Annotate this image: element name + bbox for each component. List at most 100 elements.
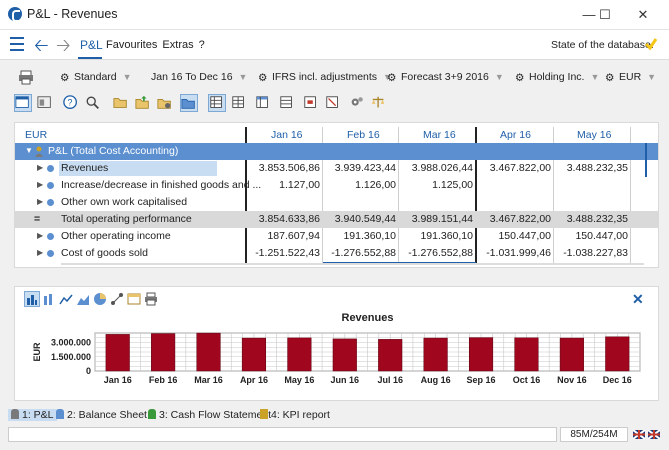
printer-icon[interactable] [18,70,34,85]
minimize-button[interactable]: — [582,7,596,22]
filter-period[interactable]: Jan 16 To Dec 16 ▼ [151,71,248,83]
cell-value[interactable]: 191.360,10 [420,230,473,242]
line-chart-icon[interactable] [59,292,73,306]
filter-scenario[interactable]: ⚙ Forecast 3+9 2016 ▼ [387,71,504,84]
back-arrow-icon[interactable]: 🡠 [34,35,49,55]
expand-arrow-icon[interactable]: ▶ [37,180,44,189]
grid-layout-1-icon[interactable] [208,94,226,112]
upload-folder-icon[interactable] [134,94,152,112]
cell-value[interactable]: 3.488.232,35 [566,162,628,174]
group-label: P&L (Total Cost Accounting) [48,145,179,157]
cell-value[interactable]: -1.031.999,46 [486,247,551,259]
total-row[interactable]: = Total operating performance 3.854.633,… [15,211,658,228]
grid-layout-3-icon[interactable] [254,94,272,112]
cell-value[interactable]: 187.607,94 [267,230,320,242]
column-header[interactable]: Feb 16 [347,129,380,141]
menu-favourites[interactable]: Favourites [106,39,158,51]
expand-arrow-icon[interactable]: ▶ [37,248,44,257]
expand-arrow-icon[interactable]: ▶ [37,231,44,240]
flag-uk-alt-icon[interactable] [648,430,660,439]
expand-arrow-icon[interactable]: ▶ [37,197,44,206]
expand-arrow-icon[interactable]: ▶ [37,163,44,172]
tab-balance-sheet[interactable]: 2: Balance Sheet [56,409,147,421]
flag-uk-icon[interactable] [633,430,645,439]
column-divider [245,127,247,265]
settings-gear-icon[interactable] [348,94,366,112]
area-chart-icon[interactable] [76,292,90,306]
cell-value[interactable]: 1.127,00 [279,179,320,191]
report-view-icon[interactable] [36,94,54,112]
y-axis-label: EUR [32,342,42,362]
cell-value[interactable]: 3.488.232,35 [566,213,628,225]
column-divider [630,127,631,265]
print-chart-icon[interactable] [144,292,158,306]
column-header[interactable]: Mar 16 [423,129,456,141]
bar [423,337,448,372]
table-row[interactable]: ▶ Other own work capitalised [15,194,658,211]
grid-layout-4-icon[interactable] [278,94,296,112]
tab-pl[interactable]: P&L [80,38,103,52]
grid-delete-icon[interactable] [324,94,342,112]
column-header[interactable]: Jan 16 [271,129,303,141]
filter-company[interactable]: ⚙ Holding Inc. ▼ [515,71,600,84]
tab-kpi-report[interactable]: 4: KPI report [260,409,330,421]
cell-value[interactable]: 3.939.423,44 [334,162,396,174]
cell-value[interactable]: 3.940.549,44 [334,213,396,225]
maximize-button[interactable]: ☐ [599,7,611,22]
search-icon[interactable] [84,94,102,112]
folder-view-icon[interactable] [180,94,198,112]
menu-extras[interactable]: Extras [162,39,194,51]
chart-toolbar [24,291,165,307]
table-row[interactable]: ▶ Increase/decrease in finished goods an… [15,177,658,194]
grid-highlight-icon[interactable] [302,94,320,112]
cell-value[interactable]: 3.467.822,00 [489,162,551,174]
filter-layout[interactable]: ⚙ Standard ▼ [60,71,132,84]
open-folder-icon[interactable] [112,94,130,112]
cell-value[interactable]: -1.038.227,83 [563,247,628,259]
cell-value[interactable]: 3.467.822,00 [489,213,551,225]
pie-chart-icon[interactable] [93,292,107,306]
cell-value[interactable]: 3.989.151,44 [411,213,473,225]
cell-value[interactable]: 1.126,00 [355,179,396,191]
person-icon [148,409,156,419]
cell-value[interactable]: -1.276.552,88 [331,247,396,259]
cell-value[interactable]: -1.251.522,43 [255,247,320,259]
tab-cash-flow[interactable]: 3: Cash Flow Statement [148,409,271,421]
column-header[interactable]: May 16 [577,129,612,141]
table-view-icon[interactable] [14,94,32,112]
database-state-label: State of the database: [551,39,654,51]
cell-value[interactable]: 3.854.633,86 [258,213,320,225]
collapse-chevron-icon[interactable]: ▼ [25,146,33,155]
close-button[interactable]: ✕ [637,7,649,22]
window-icon[interactable] [127,292,141,306]
balance-scale-icon[interactable] [370,94,388,112]
table-row[interactable]: ▶ Other operating income 187.607,94 191.… [15,228,658,245]
cell-value[interactable]: 3.853.506,86 [258,162,320,174]
x-tick-label: Jul 16 [377,375,403,385]
filter-currency[interactable]: ⚙ EUR ▼ [605,71,657,84]
cell-value[interactable]: 3.988.026,44 [411,162,473,174]
group-row[interactable]: ▼ P&L (Total Cost Accounting) [15,143,658,160]
cell-value[interactable]: 150.447,00 [498,230,551,242]
tab-pl-report[interactable]: 1: P&L [8,409,57,421]
cell-value[interactable]: 191.360,10 [343,230,396,242]
help-icon[interactable]: ? [62,94,80,112]
menu-items: Favourites Extras ? [106,39,205,51]
network-icon[interactable] [110,292,124,306]
column-header[interactable]: Apr 16 [500,129,531,141]
menu-help[interactable]: ? [198,39,205,51]
grid-layout-2-icon[interactable] [230,94,248,112]
close-chart-icon[interactable]: ✕ [632,291,644,307]
stacked-bar-icon[interactable] [42,292,56,306]
folder-settings-icon[interactable] [156,94,174,112]
table-row[interactable]: ▶ Revenues 3.853.506,86 3.939.423,44 3.9… [15,160,658,177]
cell-value[interactable]: -1.276.552,88 [408,247,473,259]
table-row[interactable]: ▶ Cost of goods sold -1.251.522,43 -1.27… [15,245,658,262]
cell-value[interactable]: 1.125,00 [432,179,473,191]
filter-version[interactable]: ⚙ IFRS incl. adjustments ▼ [258,71,392,84]
scroll-track [61,263,644,265]
bar-chart-icon[interactable] [24,291,40,307]
forward-arrow-icon[interactable]: 🡢 [56,35,71,55]
cell-value[interactable]: 150.447,00 [575,230,628,242]
hamburger-menu-icon[interactable] [10,37,24,51]
